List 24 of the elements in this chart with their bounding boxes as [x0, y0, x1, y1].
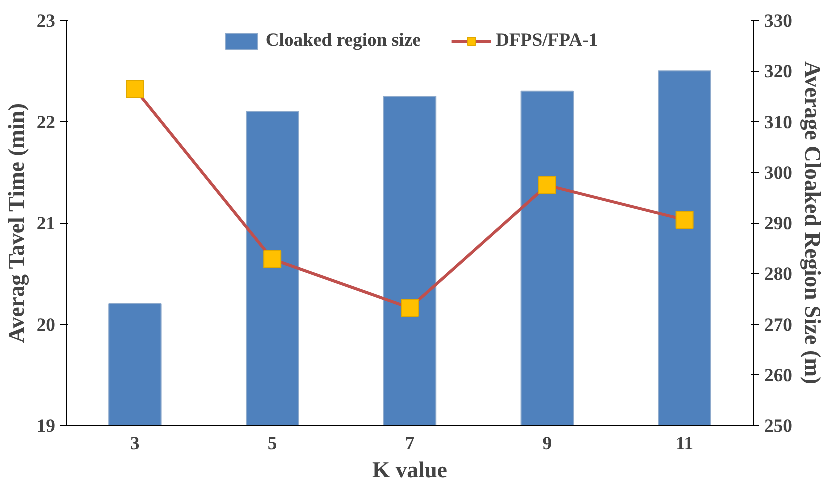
legend-label: DFPS/FPA-1 — [496, 30, 598, 52]
y2-tick-label: 310 — [764, 112, 792, 134]
x-axis-title: K value — [372, 458, 448, 482]
y2-tick-label: 270 — [764, 314, 792, 336]
y2-tick-label: 280 — [764, 264, 792, 286]
y2-tick-label: 320 — [764, 62, 792, 83]
x-tick-label: 7 — [405, 434, 415, 454]
y2-tick-label: 260 — [764, 365, 792, 386]
y-tick-label: 22 — [36, 112, 56, 134]
x-tick-label: 5 — [268, 434, 278, 454]
y-tick-label: 20 — [36, 314, 56, 336]
y-tick-label: 19 — [36, 416, 56, 437]
x-tick-label: 11 — [676, 434, 694, 454]
x-tick-label: 3 — [130, 434, 140, 454]
y2-tick-label: 330 — [764, 11, 792, 32]
y2-tick-label: 290 — [764, 214, 792, 234]
y2-axis-title: Average Cloaked Region Size (m) — [800, 62, 826, 384]
y2-tick-label: 300 — [764, 162, 792, 184]
y-tick-label: 21 — [36, 214, 56, 234]
legend-label: Cloaked region size — [266, 30, 421, 52]
y-tick-label: 23 — [36, 11, 56, 32]
x-tick-label: 9 — [542, 434, 552, 454]
y-axis-title: Averag Tavel Time (min) — [4, 104, 29, 344]
y2-tick-label: 250 — [764, 416, 792, 437]
